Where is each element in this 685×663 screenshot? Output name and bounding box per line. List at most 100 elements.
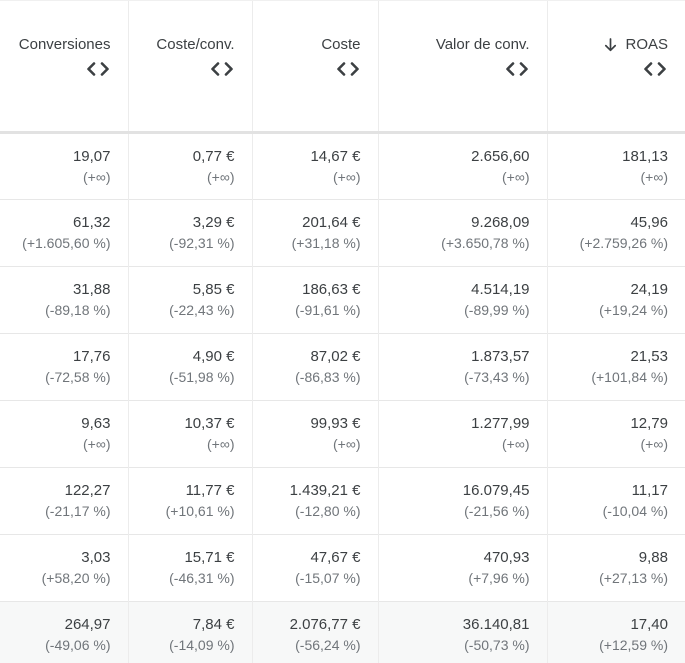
metric-value: 1.277,99 <box>471 414 530 432</box>
metric-value: 470,93 <box>483 548 530 566</box>
metric-change: (+58,20 %) <box>41 569 111 586</box>
metric-change: (-56,24 %) <box>295 636 361 653</box>
metric-cell: 3,29 € (-92,31 %) <box>127 198 252 266</box>
metric-change: (-92,31 %) <box>169 234 235 251</box>
metric-change: (+∞) <box>83 168 111 185</box>
metric-cell: 186,63 € (-91,61 %) <box>251 265 378 333</box>
metric-cell: 11,77 € (+10,61 %) <box>127 466 252 534</box>
column-header-roas[interactable]: ROAS <box>546 1 685 134</box>
metric-cell: 9.268,09 (+3.650,78 %) <box>377 198 547 266</box>
metric-change: (-72,58 %) <box>45 368 111 385</box>
metric-value: 99,93 € <box>310 414 361 432</box>
column-label-conversiones: Conversiones <box>18 36 111 53</box>
metric-value: 16.079,45 <box>462 481 530 499</box>
metric-cell: 7,84 € (-14,09 %) <box>127 600 252 663</box>
expand-column-icon[interactable] <box>504 62 530 76</box>
metric-value: 87,02 € <box>310 347 361 365</box>
metric-change: (-89,99 %) <box>464 301 530 318</box>
metric-cell: 181,13 (+∞) <box>546 132 685 199</box>
metric-cell: 10,37 € (+∞) <box>127 399 252 467</box>
metric-change: (-91,61 %) <box>295 301 361 318</box>
metric-cell: 61,32 (+1.605,60 %) <box>0 198 128 266</box>
metric-cell: 4.514,19 (-89,99 %) <box>377 265 547 333</box>
metric-value: 19,07 <box>72 147 111 165</box>
metric-change: (+27,13 %) <box>599 569 668 586</box>
expand-column-icon[interactable] <box>335 62 361 76</box>
metric-cell: 45,96 (+2.759,26 %) <box>546 198 685 266</box>
expand-column-icon[interactable] <box>209 62 235 76</box>
metric-value: 9.268,09 <box>471 213 530 231</box>
metric-cell: 12,79 (+∞) <box>546 399 685 467</box>
metric-cell: 11,17 (-10,04 %) <box>546 466 685 534</box>
metric-change: (+∞) <box>333 435 361 452</box>
sort-descending-icon <box>603 37 618 53</box>
column-header-coste-conv[interactable]: Coste/conv. <box>127 1 252 134</box>
metric-change: (+∞) <box>207 168 235 185</box>
metric-change: (-15,07 %) <box>295 569 361 586</box>
metric-value: 31,88 <box>72 280 111 298</box>
metric-value: 21,53 <box>630 347 668 365</box>
metric-change: (-49,06 %) <box>45 636 111 653</box>
metric-change: (+∞) <box>83 435 111 452</box>
metric-cell: 2.076,77 € (-56,24 %) <box>251 600 378 663</box>
metric-change: (-10,04 %) <box>602 502 668 519</box>
expand-column-icon[interactable] <box>85 62 111 76</box>
metric-change: (+3.650,78 %) <box>441 234 530 251</box>
metric-cell: 99,93 € (+∞) <box>251 399 378 467</box>
column-header-valor-de-conv[interactable]: Valor de conv. <box>377 1 547 134</box>
metric-change: (+∞) <box>502 435 530 452</box>
metric-cell: 1.873,57 (-73,43 %) <box>377 332 547 400</box>
metric-value: 5,85 € <box>192 280 235 298</box>
metric-value: 186,63 € <box>302 280 361 298</box>
metric-cell: 17,76 (-72,58 %) <box>0 332 128 400</box>
metric-change: (-86,83 %) <box>295 368 361 385</box>
metric-change: (-21,17 %) <box>45 502 111 519</box>
metric-change: (-22,43 %) <box>169 301 235 318</box>
metric-value: 36.140,81 <box>462 615 530 633</box>
metric-cell: 15,71 € (-46,31 %) <box>127 533 252 601</box>
metric-change: (-14,09 %) <box>169 636 235 653</box>
metric-value: 9,63 <box>81 414 111 432</box>
metric-value: 4,90 € <box>192 347 235 365</box>
column-label-coste: Coste <box>321 36 361 53</box>
metric-change: (+1.605,60 %) <box>22 234 111 251</box>
metric-change: (-73,43 %) <box>464 368 530 385</box>
table-row: 264,97 (-49,06 %) 7,84 € (-14,09 %) 2.076,77… <box>0 600 685 663</box>
metric-value: 14,67 € <box>310 147 361 165</box>
table-row: 122,27 (-21,17 %) 11,77 € (+10,61 %) 1.439,2… <box>0 466 685 534</box>
expand-column-icon[interactable] <box>642 62 668 76</box>
metric-value: 12,79 <box>630 414 668 432</box>
metric-cell: 1.277,99 (+∞) <box>377 399 547 467</box>
metric-value: 0,77 € <box>192 147 235 165</box>
column-header-conversiones[interactable]: Conversiones <box>0 1 128 134</box>
column-header-coste[interactable]: Coste <box>251 1 378 134</box>
metric-value: 201,64 € <box>302 213 361 231</box>
metric-change: (+101,84 %) <box>591 368 668 385</box>
table-row: 3,03 (+58,20 %) 15,71 € (-46,31 %) 47,67 € (-… <box>0 533 685 601</box>
metric-value: 61,32 <box>72 213 111 231</box>
metric-change: (-51,98 %) <box>169 368 235 385</box>
metric-cell: 47,67 € (-15,07 %) <box>251 533 378 601</box>
metric-cell: 3,03 (+58,20 %) <box>0 533 128 601</box>
metric-value: 122,27 <box>64 481 111 499</box>
metric-value: 47,67 € <box>310 548 361 566</box>
metric-cell: 24,19 (+19,24 %) <box>546 265 685 333</box>
metric-cell: 19,07 (+∞) <box>0 132 128 199</box>
metric-cell: 4,90 € (-51,98 %) <box>127 332 252 400</box>
column-label-valor-de-conv: Valor de conv. <box>435 36 530 53</box>
metric-value: 7,84 € <box>192 615 235 633</box>
metric-change: (-21,56 %) <box>464 502 530 519</box>
metric-cell: 36.140,81 (-50,73 %) <box>377 600 547 663</box>
table-row: 19,07 (+∞) 0,77 € (+∞) 14,67 € (+∞) 2.656,60 (+… <box>0 132 685 199</box>
metric-value: 17,76 <box>72 347 111 365</box>
metric-cell: 17,40 (+12,59 %) <box>546 600 685 663</box>
metric-change: (+∞) <box>640 168 668 185</box>
metric-cell: 0,77 € (+∞) <box>127 132 252 199</box>
metric-change: (+7,96 %) <box>468 569 530 586</box>
table-row: 31,88 (-89,18 %) 5,85 € (-22,43 %) 186,63 € (… <box>0 265 685 333</box>
metric-change: (-12,80 %) <box>295 502 361 519</box>
metric-cell: 5,85 € (-22,43 %) <box>127 265 252 333</box>
metric-value: 24,19 <box>630 280 668 298</box>
metric-change: (-46,31 %) <box>169 569 235 586</box>
